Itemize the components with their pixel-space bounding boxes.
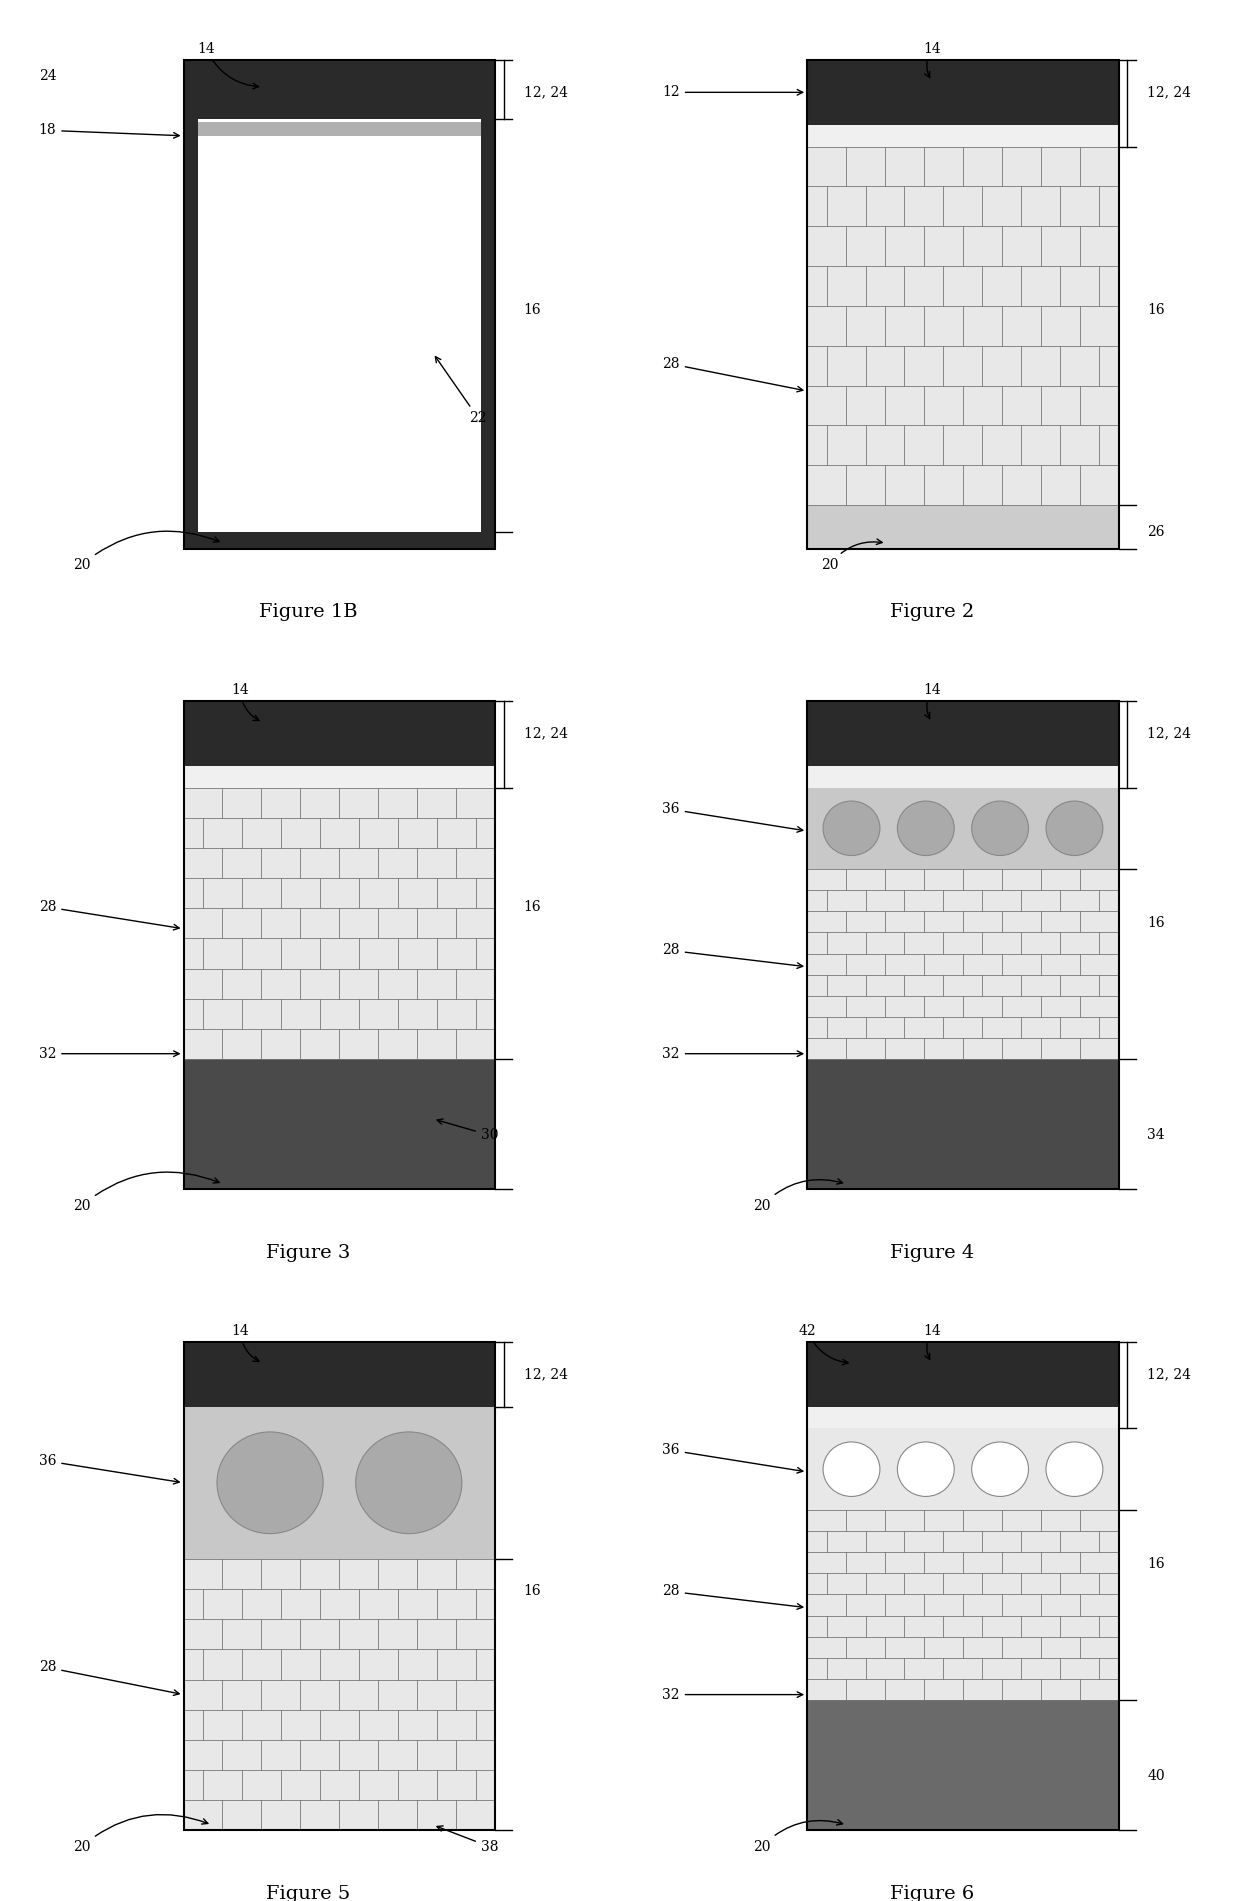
Circle shape: [898, 800, 955, 855]
Bar: [184, 1342, 495, 1831]
Text: 16: 16: [1147, 916, 1164, 930]
Text: 12, 24: 12, 24: [1147, 1367, 1192, 1382]
Text: 32: 32: [662, 1688, 802, 1701]
Bar: [807, 1699, 1118, 1831]
Text: 26: 26: [1147, 525, 1164, 540]
Text: 12, 24: 12, 24: [1147, 726, 1192, 739]
Text: Figure 1B: Figure 1B: [259, 603, 357, 622]
Text: 28: 28: [662, 1584, 802, 1610]
Bar: [807, 1407, 1118, 1428]
Bar: [807, 1059, 1118, 1190]
Bar: [184, 59, 197, 549]
Bar: [807, 125, 1118, 146]
Text: 28: 28: [662, 943, 802, 968]
Text: 16: 16: [523, 302, 541, 317]
Bar: [197, 122, 481, 135]
Circle shape: [823, 800, 880, 855]
Bar: [807, 1428, 1118, 1509]
Circle shape: [1047, 800, 1102, 855]
Bar: [807, 506, 1118, 549]
Circle shape: [217, 1431, 324, 1534]
Bar: [807, 869, 1118, 1059]
Bar: [807, 701, 1118, 766]
Text: 14: 14: [232, 682, 259, 720]
Text: 16: 16: [523, 899, 541, 914]
Bar: [184, 1059, 495, 1190]
Text: Figure 2: Figure 2: [889, 603, 973, 622]
Circle shape: [1047, 1443, 1102, 1496]
Circle shape: [898, 1443, 955, 1496]
Text: 32: 32: [662, 1047, 802, 1061]
Text: Figure 5: Figure 5: [267, 1884, 351, 1901]
Text: 16: 16: [1147, 1557, 1164, 1572]
Circle shape: [356, 1431, 461, 1534]
Circle shape: [972, 800, 1028, 855]
Text: Figure 4: Figure 4: [889, 1243, 973, 1262]
Text: 12, 24: 12, 24: [1147, 86, 1192, 99]
Text: 20: 20: [753, 1819, 842, 1853]
Bar: [807, 59, 1118, 549]
Text: 20: 20: [73, 530, 219, 572]
Text: 28: 28: [38, 1660, 180, 1696]
Text: 30: 30: [436, 1120, 498, 1143]
Bar: [807, 1342, 1118, 1831]
Text: 14: 14: [923, 1323, 941, 1359]
Bar: [184, 701, 495, 766]
Text: 16: 16: [1147, 302, 1164, 317]
Text: 36: 36: [662, 802, 802, 833]
Bar: [807, 701, 1118, 1190]
Text: 14: 14: [197, 42, 259, 89]
Bar: [807, 1342, 1118, 1407]
Bar: [481, 59, 495, 549]
Text: 16: 16: [523, 1584, 541, 1599]
Text: 14: 14: [232, 1323, 259, 1361]
Text: Figure 3: Figure 3: [267, 1243, 351, 1262]
Bar: [184, 532, 495, 549]
Text: 34: 34: [1147, 1127, 1164, 1143]
Text: Figure 6: Figure 6: [889, 1884, 973, 1901]
Text: 12, 24: 12, 24: [523, 726, 568, 739]
Bar: [197, 120, 481, 532]
Bar: [807, 146, 1118, 506]
Bar: [184, 59, 495, 120]
Text: 20: 20: [73, 1173, 219, 1213]
Bar: [184, 787, 495, 1059]
Text: 24: 24: [38, 68, 56, 84]
Bar: [807, 59, 1118, 125]
Text: 14: 14: [923, 42, 941, 78]
Text: 28: 28: [662, 357, 802, 392]
Bar: [184, 1407, 495, 1559]
Text: 20: 20: [73, 1815, 208, 1853]
Text: 42: 42: [799, 1323, 848, 1365]
Circle shape: [823, 1443, 880, 1496]
Bar: [184, 59, 495, 549]
Text: 12, 24: 12, 24: [523, 1367, 568, 1382]
Bar: [184, 1342, 495, 1407]
Text: 36: 36: [38, 1454, 180, 1485]
Bar: [807, 787, 1118, 869]
Bar: [184, 701, 495, 1190]
Circle shape: [972, 1443, 1028, 1496]
Text: 38: 38: [436, 1825, 498, 1853]
Text: 28: 28: [38, 899, 180, 930]
Text: 12: 12: [662, 86, 802, 99]
Text: 20: 20: [821, 540, 882, 572]
Text: 20: 20: [753, 1179, 842, 1213]
Text: 32: 32: [38, 1047, 180, 1061]
Bar: [184, 1559, 495, 1831]
Text: 14: 14: [923, 682, 941, 719]
Bar: [807, 766, 1118, 787]
Text: 22: 22: [435, 357, 487, 426]
Bar: [184, 766, 495, 787]
Text: 40: 40: [1147, 1770, 1164, 1783]
Text: 36: 36: [662, 1443, 802, 1473]
Text: 12, 24: 12, 24: [523, 86, 568, 99]
Text: 18: 18: [38, 124, 180, 139]
Bar: [807, 1509, 1118, 1699]
